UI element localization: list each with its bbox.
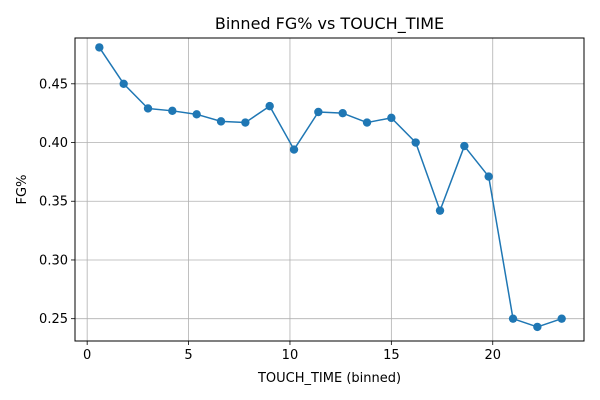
y-tick-label: 0.30 xyxy=(39,253,68,268)
x-axis-label: TOUCH_TIME (binned) xyxy=(257,371,401,386)
data-point xyxy=(168,106,177,116)
data-point xyxy=(387,113,396,123)
data-point xyxy=(508,314,518,323)
x-tick-label: 0 xyxy=(83,348,91,363)
data-point xyxy=(533,322,542,332)
data-point xyxy=(484,172,493,181)
data-point xyxy=(557,314,566,323)
data-point xyxy=(435,206,445,215)
x-tick-label: 20 xyxy=(484,348,501,363)
chart-title: Binned FG% vs TOUCH_TIME xyxy=(215,14,444,34)
data-point xyxy=(362,118,372,127)
data-point xyxy=(338,108,347,118)
data-point xyxy=(314,107,323,117)
data-series xyxy=(95,43,566,332)
series-line xyxy=(98,46,562,328)
data-point xyxy=(265,101,274,111)
data-point xyxy=(460,141,469,151)
data-point xyxy=(95,43,104,52)
x-tick-label: 5 xyxy=(184,348,192,363)
axis-ticks: 0 5 10 15 20 0.25 0.30 0.35 0.40 0.45 xyxy=(39,77,501,363)
data-point xyxy=(192,110,201,119)
data-point xyxy=(119,79,128,89)
data-point xyxy=(411,138,420,147)
plot-area-frame xyxy=(74,37,585,342)
x-tick-label: 15 xyxy=(383,348,400,363)
y-tick-label: 0.45 xyxy=(39,77,68,92)
data-point xyxy=(241,118,250,127)
y-tick-label: 0.35 xyxy=(39,195,68,210)
data-point xyxy=(216,117,226,126)
data-point xyxy=(289,145,299,154)
data-point xyxy=(143,104,153,113)
y-axis-label: FG% xyxy=(15,175,30,205)
y-tick-label: 0.40 xyxy=(39,136,68,151)
x-tick-label: 10 xyxy=(282,348,299,363)
grid xyxy=(75,38,584,341)
y-tick-label: 0.25 xyxy=(39,312,68,327)
